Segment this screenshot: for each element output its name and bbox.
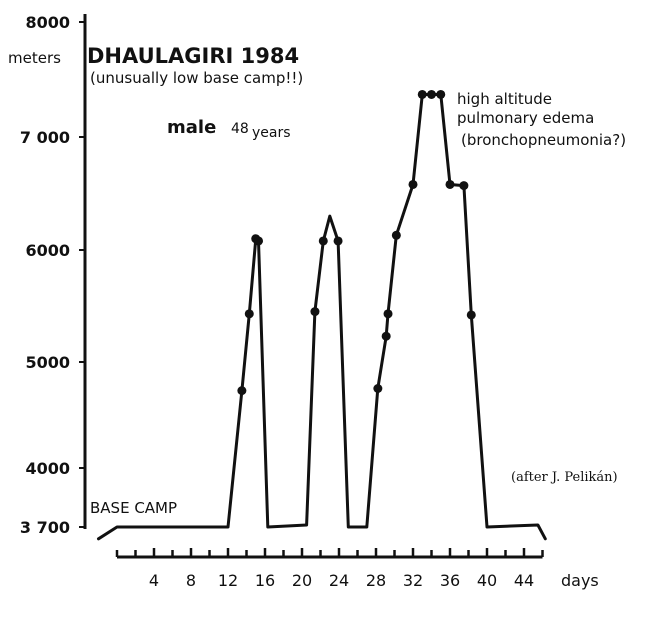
source-credit: (after J. Pelikán) <box>511 470 618 485</box>
edema-note-line-2: pulmonary edema <box>457 109 594 127</box>
data-point <box>427 89 436 99</box>
data-point <box>244 309 254 319</box>
subject-sex: male <box>167 117 216 138</box>
data-point <box>459 181 469 191</box>
y-tick-label: 3 700 <box>20 518 70 537</box>
x-tick-label: 4 <box>149 571 159 590</box>
chart-subtitle: (unusually low base camp!!) <box>90 69 303 87</box>
x-axis-label: days <box>561 571 599 590</box>
data-point <box>373 384 383 393</box>
data-point <box>436 89 446 99</box>
data-point <box>333 236 343 246</box>
data-point <box>408 179 418 189</box>
x-tick-label: 28 <box>366 571 386 590</box>
altitude-line <box>97 93 547 541</box>
y-axis-label: meters <box>8 49 61 67</box>
y-tick-label: 4000 <box>25 459 70 478</box>
edema-note-line-1: high altitude <box>457 90 552 108</box>
x-tick-label: 12 <box>218 571 238 590</box>
altitude-series <box>97 89 547 541</box>
y-tick-label: 8000 <box>25 13 70 32</box>
data-point <box>237 386 247 396</box>
edema-note-line-3: (bronchopneumonia?) <box>461 131 626 149</box>
y-tick-label: 6000 <box>25 241 70 260</box>
x-tick-label: 36 <box>440 571 460 590</box>
data-point <box>318 236 328 246</box>
base-camp-label: BASE CAMP <box>90 499 177 517</box>
data-point <box>391 230 401 240</box>
x-tick-label: 40 <box>477 571 497 590</box>
data-point <box>445 179 455 189</box>
y-tick-label: 7 000 <box>20 128 70 147</box>
x-tick-label: 44 <box>514 571 534 590</box>
x-tick-label: 20 <box>292 571 312 590</box>
data-point <box>383 309 393 319</box>
subject-age-unit: years <box>252 125 291 141</box>
data-point <box>417 89 427 99</box>
x-tick-label: 16 <box>255 571 275 590</box>
data-point <box>466 310 476 320</box>
y-tick-label: 5000 <box>25 353 70 372</box>
x-tick-label: 24 <box>329 571 349 590</box>
data-point <box>254 236 264 246</box>
x-tick-label: 32 <box>403 571 423 590</box>
chart-title: DHAULAGIRI 1984 <box>87 44 299 68</box>
subject-age: 48 <box>231 121 249 137</box>
x-tick-label: 8 <box>186 571 196 590</box>
data-point <box>310 307 320 317</box>
data-point <box>381 331 391 341</box>
